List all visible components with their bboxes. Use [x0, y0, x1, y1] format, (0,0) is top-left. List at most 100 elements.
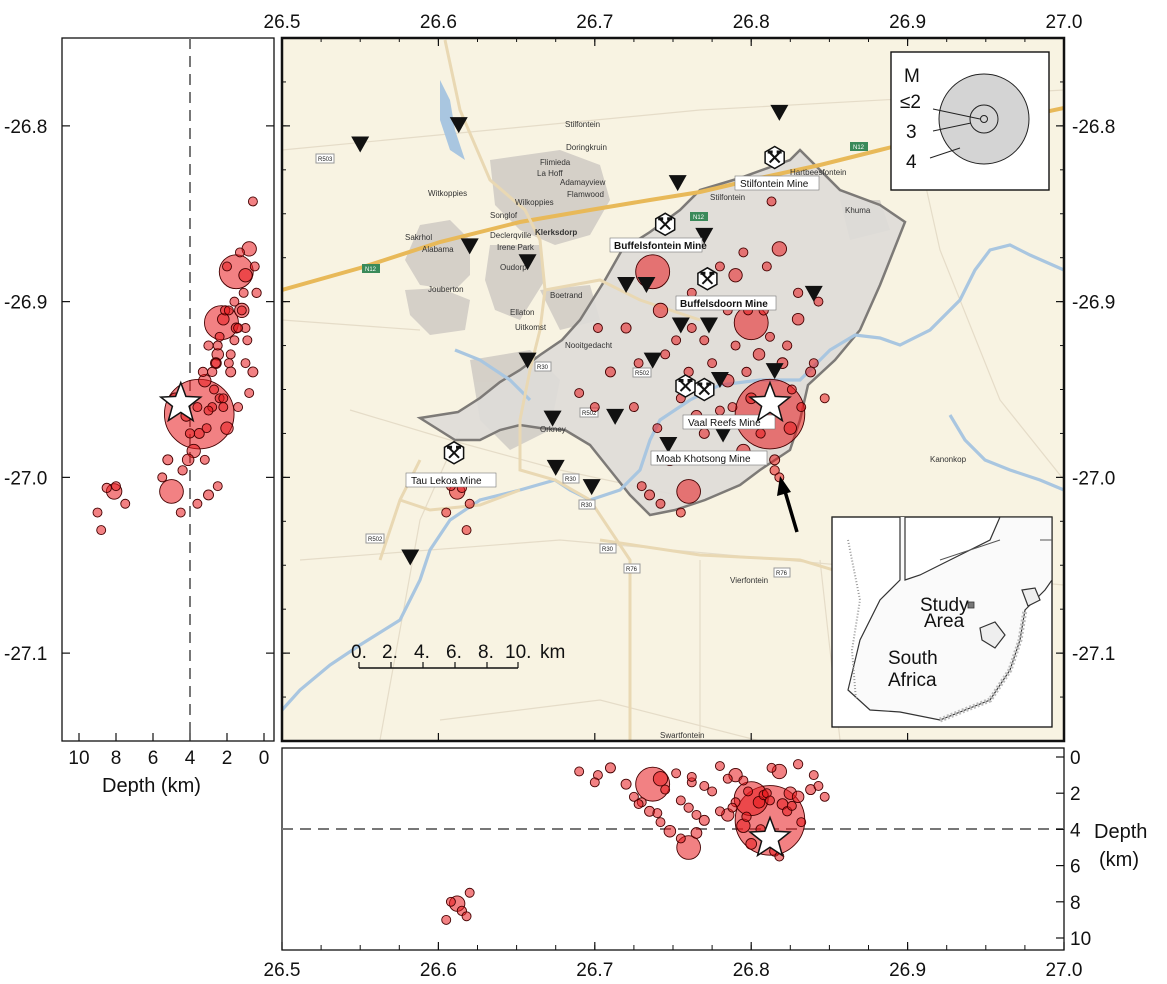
mine-markers [443, 145, 785, 465]
event-marker [722, 773, 733, 784]
road-shield: N12 [850, 142, 868, 151]
longitude-tick-label: 26.6 [420, 12, 457, 33]
event-marker [238, 287, 249, 298]
town-label: Songlof [490, 211, 518, 220]
scale-label: 2. [382, 642, 398, 663]
town-label: Irene Park [497, 243, 535, 252]
longitude-tick-label: 27.0 [1046, 960, 1083, 981]
road-shield: N12 [362, 264, 380, 273]
longitude-tick-label: 26.9 [889, 12, 926, 33]
latitude-tick-label: -27.0 [1072, 468, 1115, 489]
event-marker [240, 358, 251, 369]
longitude-tick-label: 26.9 [889, 960, 926, 981]
mine-icon [694, 377, 715, 402]
depth-tick-label: 6 [1070, 857, 1081, 878]
bottom-depth-axis-label: Depth [1094, 821, 1147, 843]
event-marker [808, 770, 819, 781]
event-marker [660, 784, 671, 795]
event-marker [203, 489, 214, 501]
town-label: Klerksdorp [535, 228, 577, 237]
town-label: Flamwood [567, 190, 604, 199]
scale-label: 10. [505, 642, 531, 663]
event-marker [655, 817, 666, 828]
road-shield: R503 [315, 153, 335, 164]
latitude-tick-label: -27.0 [4, 468, 47, 489]
station-triangle-icon [671, 317, 690, 334]
event-marker [218, 393, 229, 404]
event-marker [766, 762, 777, 773]
event-marker [707, 786, 718, 797]
event-marker [461, 911, 472, 922]
bottom-depth-axis-label-2: (km) [1099, 849, 1139, 871]
event-marker [620, 778, 632, 790]
star-icon [747, 380, 792, 423]
latitude-tick-label: -26.9 [1072, 293, 1115, 314]
station-triangle-icon [765, 363, 784, 380]
event-marker [727, 402, 738, 413]
event-marker [604, 366, 616, 378]
mine-icon [675, 374, 696, 398]
latitude-tick-label: -26.9 [4, 293, 47, 314]
svg-text:R502: R502 [582, 411, 597, 417]
event-marker [707, 358, 718, 369]
town-label: La Hoff [537, 169, 563, 178]
event-marker [441, 507, 452, 518]
event-marker [229, 335, 240, 346]
event-marker [251, 287, 262, 298]
station-triangle-icon [659, 436, 678, 453]
depth-tick-label: 2 [1070, 784, 1081, 805]
event-marker [234, 247, 245, 258]
depth-tick-label: 8 [111, 748, 122, 769]
axes: 26.526.526.626.626.726.726.826.826.926.9… [4, 12, 1115, 981]
event-marker [212, 340, 223, 351]
event-marker [663, 824, 677, 838]
station-triangle-icon [699, 317, 718, 334]
event-marker [741, 811, 752, 822]
event-marker [604, 762, 616, 774]
scale-label: 6. [446, 642, 462, 663]
town-label: Uitkomst [515, 323, 547, 332]
event-marker [690, 827, 703, 839]
event-marker [461, 525, 472, 536]
event-marker [220, 421, 234, 435]
event-marker [96, 525, 107, 536]
event-marker [197, 366, 209, 378]
event-marker [699, 335, 710, 346]
left-depth-panel [61, 37, 275, 742]
event-marker [786, 800, 797, 811]
inset-study-label: Study [920, 595, 969, 616]
town-label: Alabama [422, 245, 454, 254]
event-marker [655, 498, 666, 509]
station-triangle-icon [401, 549, 420, 566]
event-marker [203, 340, 214, 351]
longitude-tick-label: 26.8 [733, 960, 770, 981]
station-triangle-icon [695, 227, 714, 244]
seismic-stations [351, 104, 823, 566]
event-marker [686, 771, 697, 782]
event-marker [691, 809, 702, 820]
event-marker [698, 814, 710, 826]
event-marker [229, 296, 240, 307]
event-marker [652, 808, 663, 819]
longitude-tick-label: 27.0 [1046, 12, 1083, 33]
bottom-panel-frame [281, 747, 1065, 951]
event-marker [177, 465, 188, 476]
town-label: Boetrand [550, 291, 582, 300]
event-marker [589, 402, 600, 413]
event-marker [730, 340, 741, 351]
svg-text:R76: R76 [626, 567, 638, 573]
event-marker [652, 302, 669, 319]
event-marker [620, 322, 632, 334]
road-shield: R30 [578, 499, 596, 510]
town-label: Witkoppies [428, 189, 467, 198]
event-marker [765, 331, 775, 342]
station-triangle-icon [582, 479, 601, 496]
event-marker [738, 247, 749, 258]
arrow-annotation [777, 476, 799, 533]
svg-text:Buffelsfontein Mine: Buffelsfontein Mine [614, 241, 707, 252]
station-triangle-icon [714, 426, 733, 443]
event-marker [464, 498, 475, 509]
event-marker [628, 402, 639, 413]
event-marker [743, 786, 754, 797]
